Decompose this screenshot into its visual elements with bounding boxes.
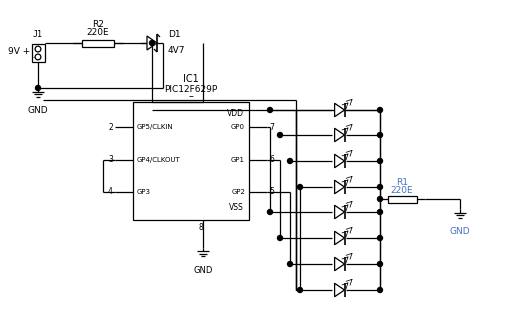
Circle shape — [378, 159, 382, 164]
Circle shape — [378, 108, 382, 113]
Text: D1: D1 — [168, 30, 180, 39]
Text: J1: J1 — [33, 30, 43, 39]
Circle shape — [378, 287, 382, 293]
Polygon shape — [335, 180, 344, 194]
Polygon shape — [335, 154, 344, 168]
Circle shape — [268, 210, 272, 214]
Text: R2: R2 — [92, 20, 104, 29]
Polygon shape — [335, 257, 344, 271]
Text: 2: 2 — [108, 122, 113, 131]
Circle shape — [35, 54, 41, 60]
Text: IC1: IC1 — [183, 74, 199, 84]
Text: GND: GND — [28, 106, 48, 115]
Polygon shape — [147, 36, 157, 50]
Text: GP1: GP1 — [231, 157, 245, 163]
Text: 5: 5 — [269, 188, 274, 197]
Polygon shape — [335, 283, 344, 297]
Text: VDD: VDD — [227, 109, 244, 118]
Bar — [82, 40, 114, 47]
Polygon shape — [335, 103, 344, 117]
Circle shape — [277, 235, 282, 241]
Text: 220E: 220E — [391, 186, 413, 195]
Bar — [388, 196, 417, 203]
Circle shape — [298, 287, 303, 293]
Polygon shape — [335, 231, 344, 245]
Text: GP3: GP3 — [137, 189, 151, 195]
Text: 6: 6 — [269, 155, 274, 165]
Polygon shape — [335, 128, 344, 142]
Circle shape — [298, 184, 303, 189]
Circle shape — [378, 132, 382, 137]
Text: 3: 3 — [108, 155, 113, 165]
Text: 8: 8 — [199, 223, 203, 232]
Text: GND: GND — [193, 266, 213, 275]
Circle shape — [35, 85, 41, 91]
Text: GND: GND — [450, 227, 470, 236]
Text: R1: R1 — [396, 178, 408, 187]
Bar — [133, 102, 249, 220]
Text: GP0: GP0 — [231, 124, 245, 130]
Text: 9V +: 9V + — [8, 48, 30, 56]
Text: 4V7: 4V7 — [168, 46, 186, 55]
Text: 4: 4 — [108, 188, 113, 197]
Text: GP4/CLKOUT: GP4/CLKOUT — [137, 157, 181, 163]
Bar — [31, 44, 45, 62]
Text: 7: 7 — [269, 122, 274, 131]
Circle shape — [35, 46, 41, 52]
Circle shape — [277, 132, 282, 137]
Circle shape — [378, 184, 382, 189]
Text: –1: –1 — [33, 54, 41, 60]
Circle shape — [287, 159, 293, 164]
Text: GP2: GP2 — [231, 189, 245, 195]
Circle shape — [378, 235, 382, 241]
Circle shape — [150, 41, 155, 46]
Text: VSS: VSS — [229, 204, 244, 212]
Circle shape — [287, 262, 293, 266]
Polygon shape — [335, 205, 344, 219]
Text: –: – — [189, 91, 194, 101]
Text: PIC12F629P: PIC12F629P — [164, 85, 218, 94]
Text: GP5/CLKIN: GP5/CLKIN — [137, 124, 173, 130]
Circle shape — [268, 108, 272, 113]
Circle shape — [378, 197, 382, 202]
Text: 220E: 220E — [87, 28, 110, 37]
Circle shape — [378, 210, 382, 214]
Circle shape — [378, 262, 382, 266]
